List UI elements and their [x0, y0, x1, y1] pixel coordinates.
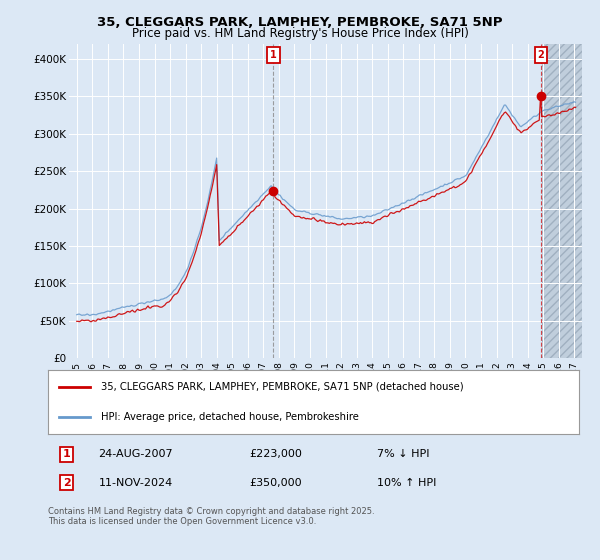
Text: Price paid vs. HM Land Registry's House Price Index (HPI): Price paid vs. HM Land Registry's House …: [131, 27, 469, 40]
Text: 2: 2: [63, 478, 70, 488]
Text: HPI: Average price, detached house, Pembrokeshire: HPI: Average price, detached house, Pemb…: [101, 412, 359, 422]
Text: 1: 1: [63, 449, 70, 459]
Text: 1: 1: [270, 50, 277, 60]
Text: £223,000: £223,000: [250, 449, 302, 459]
Text: 10% ↑ HPI: 10% ↑ HPI: [377, 478, 437, 488]
Text: 11-NOV-2024: 11-NOV-2024: [98, 478, 173, 488]
Bar: [542, 44, 582, 358]
Text: 2: 2: [538, 50, 544, 60]
Text: 35, CLEGGARS PARK, LAMPHEY, PEMBROKE, SA71 5NP (detached house): 35, CLEGGARS PARK, LAMPHEY, PEMBROKE, SA…: [101, 382, 464, 392]
Text: £350,000: £350,000: [250, 478, 302, 488]
Text: Contains HM Land Registry data © Crown copyright and database right 2025.
This d: Contains HM Land Registry data © Crown c…: [48, 507, 374, 526]
Bar: [542, 44, 582, 358]
Text: 35, CLEGGARS PARK, LAMPHEY, PEMBROKE, SA71 5NP: 35, CLEGGARS PARK, LAMPHEY, PEMBROKE, SA…: [97, 16, 503, 29]
Text: 24-AUG-2007: 24-AUG-2007: [98, 449, 173, 459]
Text: 7% ↓ HPI: 7% ↓ HPI: [377, 449, 430, 459]
